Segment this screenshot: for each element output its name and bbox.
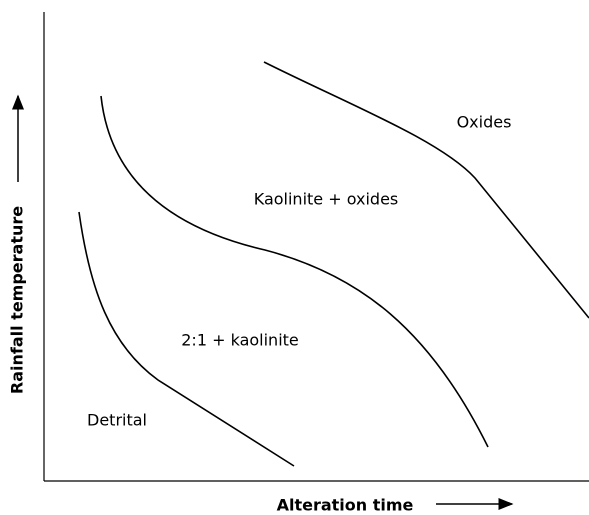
- y-axis-label: Rainfall temperature: [8, 206, 27, 394]
- oxides-boundary: [263, 61, 589, 319]
- region-label: Kaolinite + oxides: [254, 190, 399, 209]
- region-label: Detrital: [87, 411, 147, 430]
- kaolinite-boundary: [100, 95, 489, 448]
- region-label: Oxides: [457, 113, 512, 132]
- detrital-boundary: [78, 211, 295, 467]
- x-axis-label: Alteration time: [277, 496, 414, 515]
- region-label: 2:1 + kaolinite: [181, 331, 299, 350]
